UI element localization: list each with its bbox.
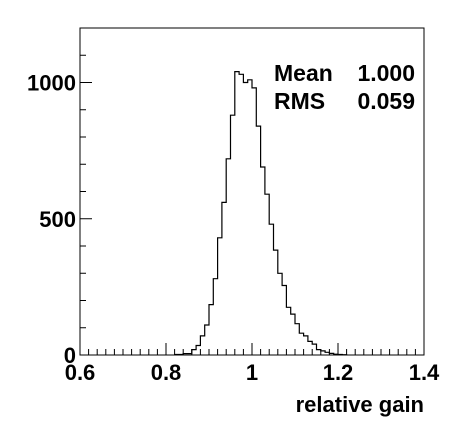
x-tick-label: 0.6 <box>65 360 96 385</box>
x-tick-label: 1 <box>246 360 258 385</box>
stats-mean-value: 1.000 <box>357 60 415 86</box>
x-tick-label: 1.2 <box>323 360 354 385</box>
y-tick-label: 0 <box>64 343 76 368</box>
stats-mean-label: Mean <box>274 60 333 86</box>
y-tick-label: 1000 <box>27 71 76 96</box>
y-tick-label: 500 <box>39 207 76 232</box>
y-axis-ticks: 0 500 1000 <box>27 54 92 368</box>
x-axis-ticks: 0.6 0.8 1 1.2 1.4 <box>65 343 440 385</box>
histogram-outline <box>174 71 348 356</box>
stats-rms-value: 0.059 <box>357 88 415 114</box>
stats-rms-label: RMS <box>274 88 325 114</box>
x-axis-title: relative gain <box>296 392 424 417</box>
x-tick-label: 0.8 <box>151 360 182 385</box>
x-tick-label: 1.4 <box>409 360 440 385</box>
